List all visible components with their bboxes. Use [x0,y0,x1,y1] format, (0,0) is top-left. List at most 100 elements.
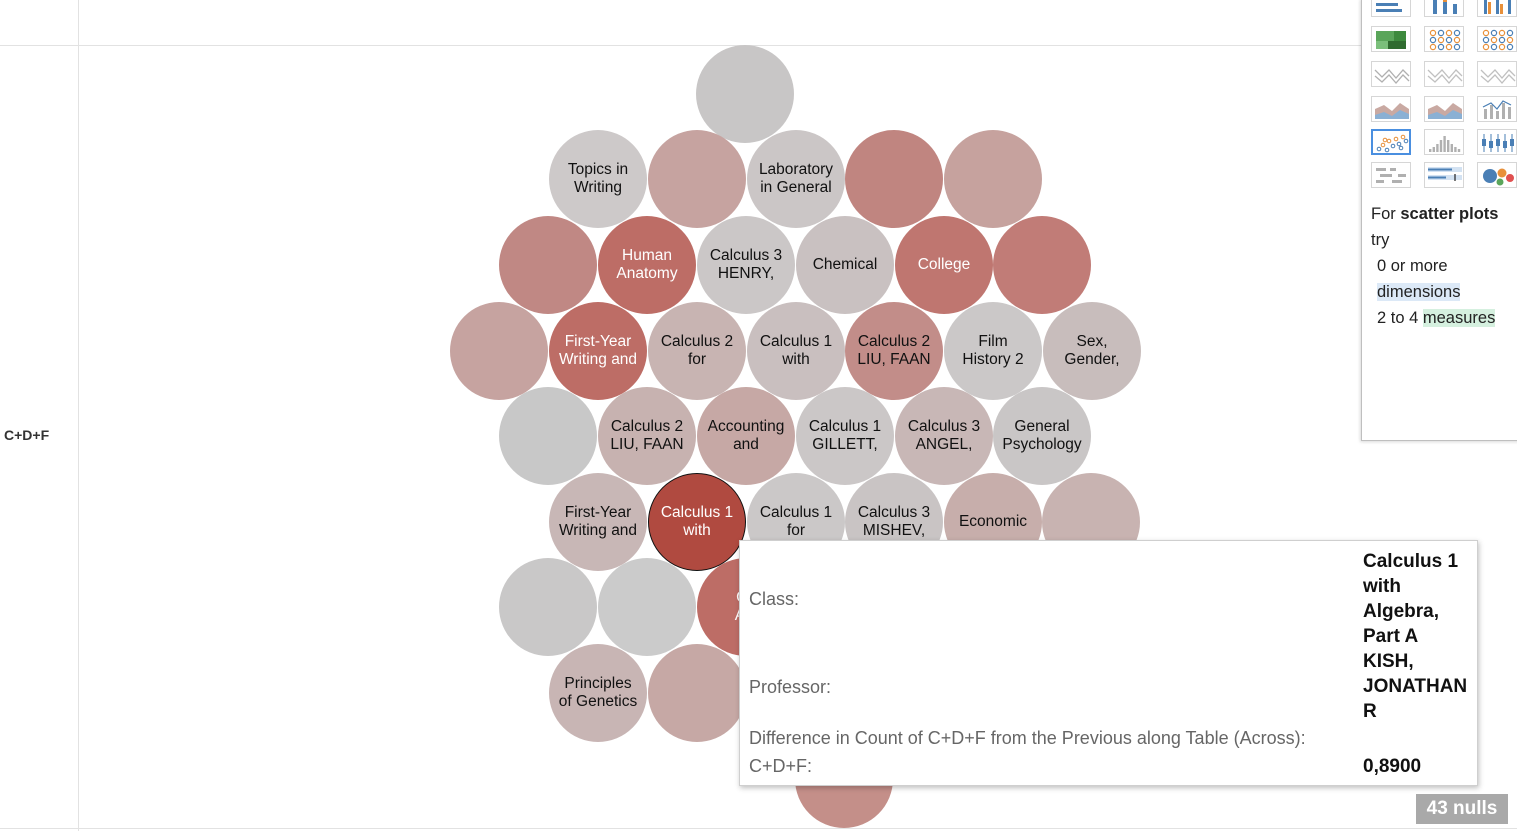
class-bubble[interactable]: Chemical [796,216,894,314]
bullet-graph-icon[interactable] [1424,162,1464,188]
bubble-label: Economic [958,513,1028,530]
bubble-label: College [917,256,971,273]
bubble-label: Human Anatomy [616,247,678,282]
hint-chart-type: scatter plots [1400,205,1499,223]
class-bubble[interactable]: Sex, Gender, [1043,302,1141,400]
bubble-label: Principles of Genetics [558,675,638,710]
show-me-panel: For scatter plots try 0 or more dimensio… [1361,0,1517,441]
hint-for: For [1371,205,1396,223]
bubble-label: Film History 2 [962,333,1024,368]
side-by-side-bars-icon[interactable] [1477,0,1517,17]
class-bubble[interactable]: Accounting and [697,387,795,485]
class-bubble[interactable]: Film History 2 [944,302,1042,400]
bubble-label: Calculus 3 MISHEV, [857,504,931,539]
bubble-label: Calculus 2 LIU, FAAN [857,333,931,368]
class-bubble[interactable] [648,644,746,742]
hint-measures: measures [1422,309,1496,327]
class-bubble[interactable] [944,130,1042,228]
class-bubble[interactable] [450,302,548,400]
horizontal-bars-icon[interactable] [1371,0,1411,17]
class-bubble[interactable]: Topics in Writing [549,130,647,228]
bottom-divider [0,828,1517,829]
side-by-side-circles-icon[interactable] [1477,26,1517,52]
class-bubble[interactable]: Calculus 1 with [747,302,845,400]
class-bubble[interactable]: Human Anatomy [598,216,696,314]
class-bubble[interactable]: College [895,216,993,314]
tooltip-value-line: Calculus 1 [1363,551,1459,572]
tooltip-professor-label: Professor: [749,677,832,697]
hint-dimensions-count: 0 or more [1377,257,1448,275]
hint-measures-count: 2 to 4 [1377,309,1419,327]
class-bubble[interactable]: Calculus 2 for [648,302,746,400]
tooltip: Class: Professor: Calculus 1 with Algebr… [739,540,1478,786]
bubble-label: Calculus 1 GILLETT, [808,418,882,453]
bubble-label: Calculus 3 HENRY, [709,247,783,282]
class-bubble[interactable] [696,45,794,143]
dual-lines-icon[interactable] [1477,61,1517,87]
row-header-pane [0,0,79,831]
class-bubble[interactable]: Principles of Genetics [549,644,647,742]
bubble-label: Calculus 1 with [759,333,833,368]
tooltip-value-line: Part A [1363,626,1419,647]
bubble-label: Calculus 2 for [660,333,734,368]
bubble-label: Sex, Gender, [1064,333,1120,368]
tooltip-class-professor-value: Calculus 1 with Algebra, Part A KISH, JO… [1363,549,1467,724]
class-bubble[interactable] [648,130,746,228]
tooltip-value-line: Algebra, [1363,601,1440,622]
packed-bubbles-icon[interactable] [1477,162,1517,188]
class-bubble[interactable]: Calculus 2 LIU, FAAN [598,387,696,485]
histogram-icon[interactable] [1424,129,1464,155]
tooltip-value-line: KISH, [1363,651,1414,672]
dual-combination-icon[interactable] [1477,96,1517,122]
class-bubble[interactable]: Calculus 3 HENRY, [697,216,795,314]
scatter-plot-icon[interactable] [1371,129,1411,155]
column-header-band [0,0,1517,46]
bubble-label: Calculus 2 LIU, FAAN [610,418,684,453]
hint-try: try [1371,231,1390,249]
bubble-label: Accounting and [707,418,785,453]
gantt-icon[interactable] [1371,162,1411,188]
class-bubble[interactable]: Calculus 1 GILLETT, [796,387,894,485]
bubble-label: Laboratory in General [758,161,834,196]
class-bubble[interactable] [993,216,1091,314]
class-bubble[interactable] [499,216,597,314]
bubble-label: Calculus 3 ANGEL, [907,418,981,453]
lines-continuous-icon[interactable] [1371,61,1411,87]
tooltip-value-line: R [1363,701,1377,722]
class-bubble[interactable]: Laboratory in General [747,130,845,228]
treemap-icon[interactable] [1371,26,1411,52]
nulls-indicator[interactable]: 43 nulls [1416,794,1508,824]
class-bubble[interactable]: Calculus 1 with [648,473,746,571]
bubble-label: First-Year Writing and [558,333,638,368]
tooltip-value-line: JONATHAN [1363,676,1468,697]
class-bubble[interactable]: First-Year Writing and [549,473,647,571]
bubble-label: Topics in Writing [567,161,629,196]
class-bubble[interactable]: General Psychology [993,387,1091,485]
row-header-label: C+D+F [4,427,50,443]
class-bubble[interactable]: Calculus 3 ANGEL, [895,387,993,485]
class-bubble[interactable]: Calculus 2 LIU, FAAN [845,302,943,400]
class-bubble[interactable] [598,558,696,656]
stacked-bars-icon[interactable] [1424,0,1464,17]
area-discrete-icon[interactable] [1424,96,1464,122]
tooltip-value-line: with [1363,576,1401,597]
hint-dimensions: dimensions [1377,283,1461,301]
bubble-label: General Psychology [1002,418,1082,453]
bubble-label: Chemical [812,256,878,273]
lines-discrete-icon[interactable] [1424,61,1464,87]
bubble-label: Calculus 1 with [660,504,734,539]
tooltip-cdf-value: 0,8900 [1363,756,1422,777]
bubble-label: First-Year Writing and [558,504,638,539]
box-whisker-icon[interactable] [1477,129,1517,155]
tooltip-cdf-label: C+D+F: [749,756,813,776]
tooltip-diff-label: Difference in Count of C+D+F from the Pr… [749,728,1306,748]
bubble-label: Calculus 1 for [759,504,833,539]
class-bubble[interactable] [499,558,597,656]
class-bubble[interactable]: First-Year Writing and [549,302,647,400]
class-bubble[interactable] [499,387,597,485]
tooltip-class-label: Class: [749,589,800,609]
circle-views-icon[interactable] [1424,26,1464,52]
area-continuous-icon[interactable] [1371,96,1411,122]
class-bubble[interactable] [845,130,943,228]
show-me-hint: For scatter plots try 0 or more dimensio… [1371,201,1498,331]
